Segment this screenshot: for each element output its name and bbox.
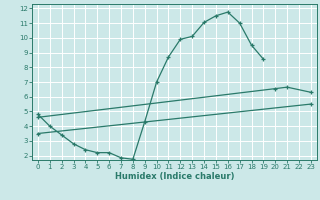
X-axis label: Humidex (Indice chaleur): Humidex (Indice chaleur) [115,172,234,181]
